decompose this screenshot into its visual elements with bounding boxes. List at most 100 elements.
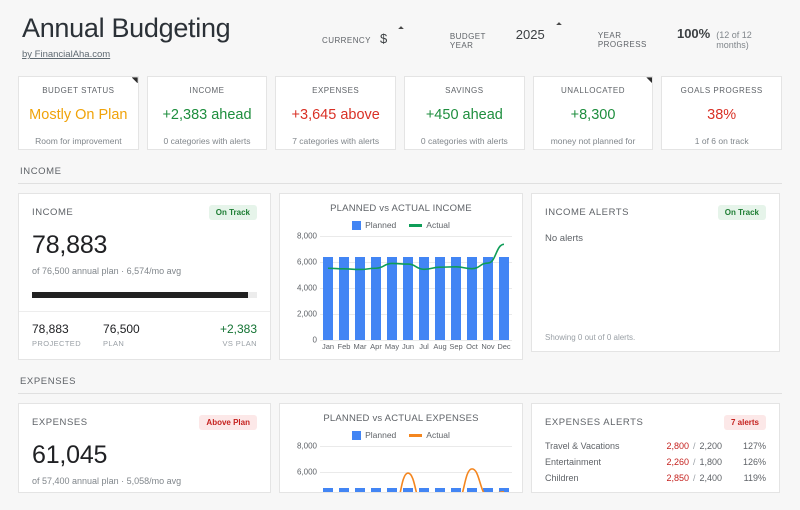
currency-control[interactable]: CURRENCY $ <box>322 31 387 46</box>
income-chart-title: PLANNED vs ACTUAL INCOME <box>330 203 472 215</box>
income-alerts-footer: Showing 0 out of 0 alerts. <box>545 333 636 343</box>
chart-bar <box>402 257 414 341</box>
x-axis-tick: Jun <box>401 342 415 352</box>
chart-bar <box>338 488 350 493</box>
legend-dash-actual-icon <box>409 433 423 437</box>
legend-item-planned-exp: Planned <box>352 430 396 440</box>
chart-bar <box>338 257 350 341</box>
income-subtitle: of 76,500 annual plan · 6,574/mo avg <box>32 266 182 277</box>
grid-line <box>320 314 512 316</box>
chart-bar <box>418 257 430 341</box>
legend-item-actual: Actual <box>409 220 450 230</box>
expenses-summary-top: EXPENSES Above Plan 61,045 of 57,400 ann… <box>19 404 270 486</box>
expenses-alerts-head: EXPENSES ALERTS 7 alerts <box>545 415 766 431</box>
header-controls: CURRENCY $ BUDGET YEAR 2025 YEAR PROGRES… <box>322 14 782 50</box>
income-chart-xaxis: Jan Feb Mar Apr May Jun Jul Aug Sep Oct Nov Dec <box>320 342 512 351</box>
alert-plan: 1,800 <box>699 457 723 468</box>
income-alerts-title: INCOME ALERTS <box>545 207 630 219</box>
expenses-chart-legend: Planned Actual <box>288 430 514 440</box>
bar-slot <box>496 446 512 493</box>
income-stats-row: 78,883 PROJECTED 76,500 PLAN +2,383 VS P… <box>19 311 270 359</box>
income-alerts-body: No alerts <box>532 220 779 244</box>
kpi-sub: money not planned for <box>550 136 636 147</box>
bar-slot <box>416 236 432 341</box>
y-axis-tick: 4,000 <box>296 283 317 293</box>
x-axis-tick: Dec <box>497 342 511 352</box>
legend-swatch-planned-icon <box>352 430 362 440</box>
chart-bar <box>354 257 366 341</box>
budget-year-value[interactable]: 2025 <box>515 26 545 42</box>
legend-dash-actual-icon <box>409 223 423 227</box>
x-axis-tick: Nov <box>481 342 495 352</box>
kpi-card: UNALLOCATED +8,300 money not planned for <box>532 76 654 151</box>
year-progress-control: YEAR PROGRESS 100% (12 of 12 months) <box>598 26 782 50</box>
kpi-card: INCOME +2,383 ahead 0 categories with aler… <box>146 76 268 151</box>
income-status-badge: On Track <box>208 205 257 221</box>
year-progress-value: 100% <box>676 26 711 41</box>
chart-bar <box>418 488 430 493</box>
alert-row: Travel & Vacations 2,800 /2,200 127% <box>545 441 766 451</box>
kpi-card: SAVINGS +450 ahead 0 categories with alert… <box>404 76 525 151</box>
income-alerts-empty: No alerts <box>545 233 584 245</box>
stat-projected-value: 78,883 <box>32 322 69 337</box>
chart-bar <box>498 488 510 493</box>
alert-percent: 119% <box>743 473 766 484</box>
alert-category: Entertainment <box>545 457 602 468</box>
budget-year-control[interactable]: BUDGET YEAR 2025 <box>450 27 545 50</box>
currency-value[interactable]: $ <box>379 30 388 46</box>
income-progress-track <box>32 292 257 299</box>
kpi-value: +450 ahead <box>425 107 503 124</box>
chart-bar <box>386 257 398 341</box>
chart-bar <box>322 257 334 341</box>
card-corner-notch-icon <box>131 77 138 84</box>
kpi-label: BUDGET STATUS <box>42 86 115 96</box>
income-alerts-badge: On Track <box>717 205 766 221</box>
chart-bar <box>370 488 382 493</box>
legend-label-planned: Planned <box>365 220 397 231</box>
y-axis-tick: 6,000 <box>296 467 317 477</box>
bar-slot <box>352 236 368 341</box>
bar-slot <box>496 236 512 341</box>
bar-slot <box>432 236 448 341</box>
income-alerts-top: INCOME ALERTS On Track <box>532 194 779 221</box>
expenses-status-badge: Above Plan <box>199 415 257 431</box>
x-axis-tick: Feb <box>337 342 351 352</box>
kpi-sub: Room for improvement <box>35 136 122 147</box>
section-divider-expenses <box>18 393 782 395</box>
expenses-alerts-badge: 7 alerts <box>723 415 766 431</box>
kpi-value: +2,383 ahead <box>162 107 252 124</box>
alert-row: Entertainment 2,260 /1,800 126% <box>545 457 766 467</box>
title-block: Annual Budgeting by FinancialAha.com <box>22 14 322 62</box>
income-chart-card: PLANNED vs ACTUAL INCOME Planned Actual … <box>279 193 523 361</box>
kpi-sub: 1 of 6 on track <box>694 136 749 147</box>
x-axis-tick: Apr <box>370 342 382 352</box>
alert-percent: 126% <box>742 457 766 468</box>
chart-bar <box>450 488 462 493</box>
kpi-label: GOALS PROGRESS <box>680 86 763 96</box>
expenses-summary-head: EXPENSES Above Plan <box>32 415 257 431</box>
kpi-label: UNALLOCATED <box>561 86 626 96</box>
grid-line <box>320 446 512 448</box>
chart-bar <box>434 488 446 493</box>
byline-link[interactable]: by FinancialAha.com <box>22 49 111 61</box>
grid-line <box>320 472 512 474</box>
chart-actual-line <box>320 446 512 493</box>
grid-line <box>320 262 512 264</box>
legend-item-planned: Planned <box>352 220 396 230</box>
section-divider-income <box>18 183 782 185</box>
bar-slot <box>432 446 448 493</box>
stat-plan-label: PLAN <box>103 339 125 349</box>
x-axis-tick: Aug <box>433 342 447 352</box>
bar-slot <box>336 236 352 341</box>
chart-actual-line <box>320 236 512 402</box>
stat-vs-plan-value: +2,383 <box>219 322 257 337</box>
y-axis-tick: 2,000 <box>296 309 317 319</box>
alert-separator: / <box>693 457 696 468</box>
y-axis-tick: 8,000 <box>296 441 317 451</box>
chart-bar <box>370 257 382 341</box>
bar-slot <box>320 236 336 341</box>
bar-slot <box>464 446 480 493</box>
chart-bar <box>322 488 334 493</box>
chart-bar <box>402 488 414 493</box>
income-cards: INCOME On Track 78,883 of 76,500 annual … <box>18 193 782 361</box>
